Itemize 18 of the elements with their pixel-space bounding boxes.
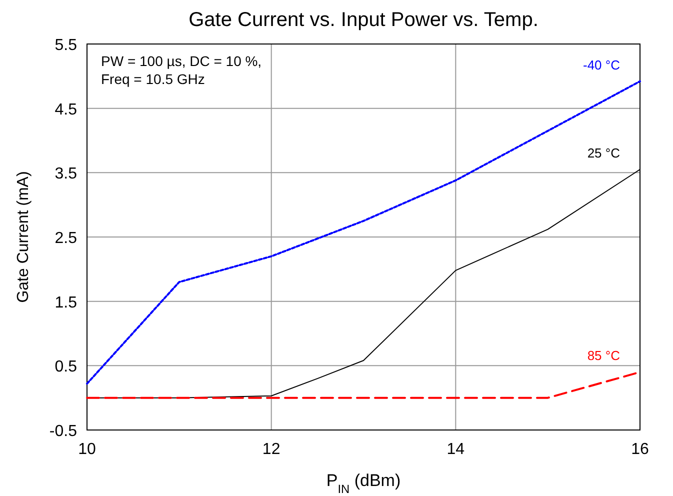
series-label: 85 °C (587, 348, 620, 364)
chart-title: Gate Current vs. Input Power vs. Temp. (188, 9, 538, 31)
y-tick-label: 5.5 (54, 37, 78, 54)
x-axis-title: P$_{IN}$ (dBm) (326, 471, 401, 496)
y-axis-title: Gate Current (mA) (15, 171, 32, 303)
x-tick-label: 16 (631, 441, 649, 458)
x-tick-label: 14 (446, 441, 465, 458)
series-label: 25 °C (587, 145, 620, 160)
annotation: PW = 100 µs, DC = 10 %, Freq = 10.5 GHz (101, 53, 262, 87)
x-tick-label: 12 (262, 441, 280, 458)
y-tick-label: 4.5 (54, 101, 78, 118)
y-tick-label: 0.5 (54, 358, 78, 376)
y-tick-label: 3.5 (54, 166, 78, 183)
y-tick-label: 1.5 (54, 294, 78, 312)
series-label: -40 °C (583, 57, 620, 72)
x-tick-label: 10 (78, 441, 96, 458)
y-tick-label: 2.5 (54, 230, 78, 247)
y-tick-label: -0.5 (49, 423, 78, 440)
